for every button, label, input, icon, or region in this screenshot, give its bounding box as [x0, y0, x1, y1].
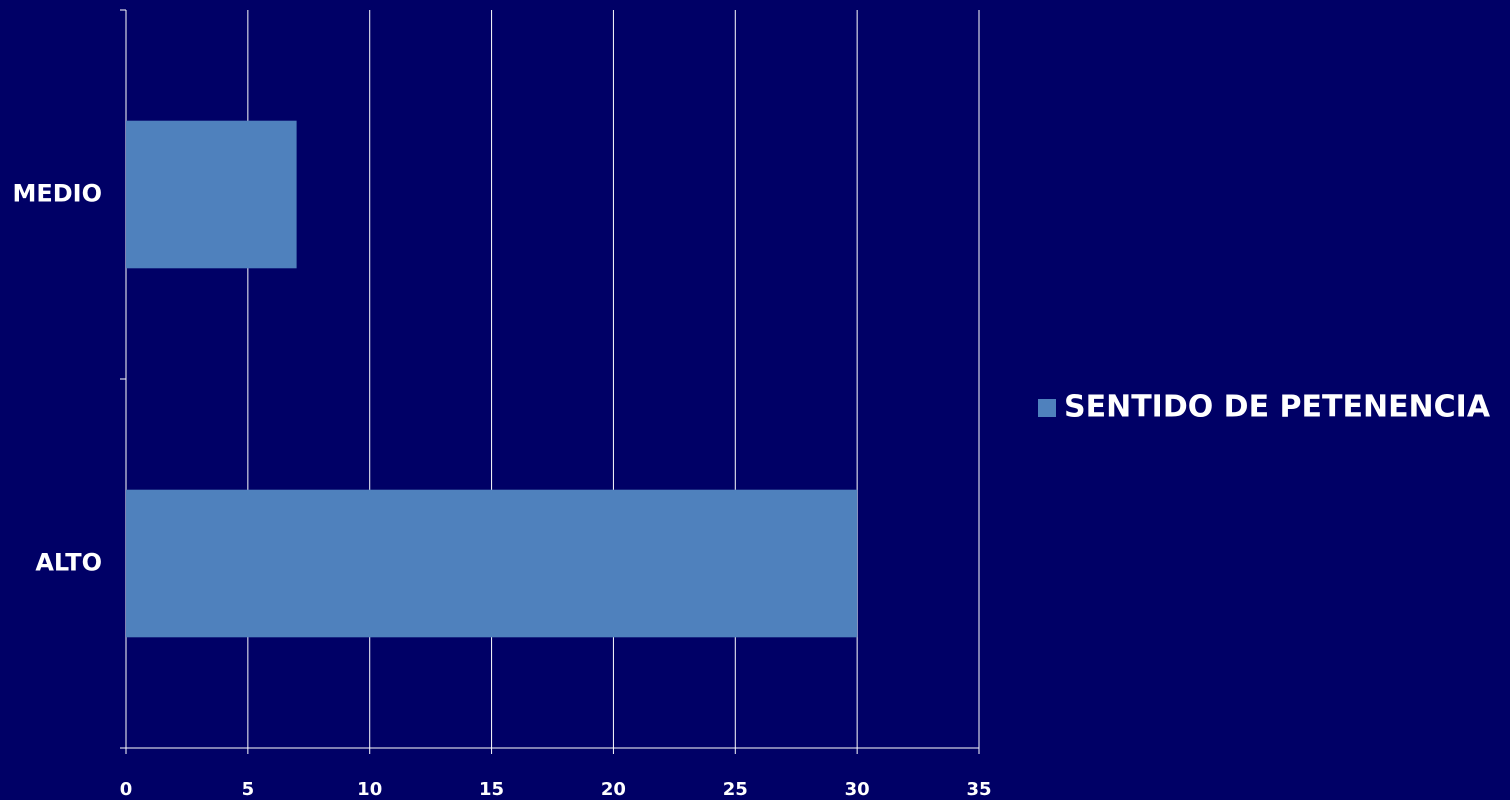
bar: [126, 489, 858, 638]
x-tick-label: 20: [601, 779, 626, 800]
x-tick-label: 15: [479, 779, 504, 800]
bar: [126, 120, 297, 269]
x-tick-label: 30: [845, 779, 870, 800]
x-tick-label: 5: [242, 779, 255, 800]
x-tick-label: 10: [357, 779, 382, 800]
y-tick-label: ALTO: [35, 549, 102, 577]
y-tick-label: MEDIO: [12, 180, 102, 208]
legend-swatch: [1038, 399, 1056, 417]
x-tick-label: 0: [120, 779, 133, 800]
x-tick-label: 25: [723, 779, 748, 800]
x-tick-label: 35: [966, 779, 991, 800]
legend-label: SENTIDO DE PETENENCIA: [1064, 390, 1491, 425]
